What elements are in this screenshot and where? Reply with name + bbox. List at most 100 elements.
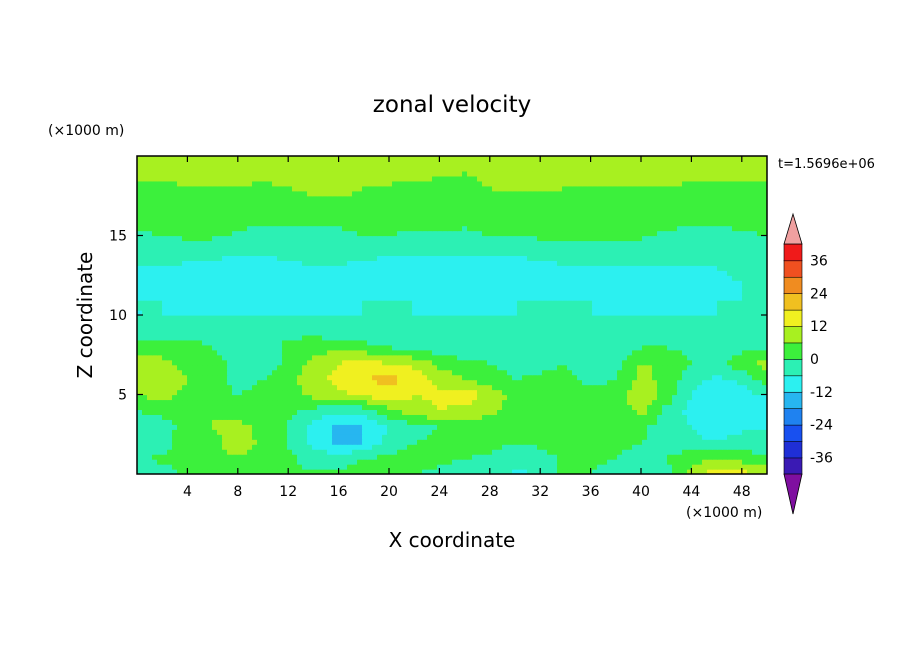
contour-cell (307, 359, 313, 366)
contour-cell (432, 290, 438, 296)
contour-cell (747, 454, 753, 460)
contour-cell (222, 439, 228, 445)
contour-cell (167, 315, 173, 321)
contour-cell (687, 319, 693, 326)
contour-cell (207, 369, 213, 376)
contour-cell (502, 315, 508, 321)
contour-cell (247, 404, 253, 411)
contour-cell (662, 290, 668, 296)
contour-cell (732, 464, 738, 470)
contour-cell (267, 394, 273, 401)
contour-cell (352, 344, 358, 351)
contour-cell (527, 414, 533, 420)
contour-cell (542, 429, 548, 435)
contour-cell (522, 300, 528, 306)
contour-cell (542, 449, 548, 455)
contour-cell (302, 319, 308, 326)
contour-cell (562, 334, 568, 341)
contour-cell (657, 404, 663, 411)
contour-cell (512, 329, 518, 336)
contour-cell (502, 454, 508, 460)
contour-cell (477, 315, 483, 321)
contour-cell (237, 310, 243, 316)
contour-cell (732, 334, 738, 341)
contour-cell (192, 434, 198, 440)
contour-cell (222, 354, 228, 361)
contour-cell (452, 459, 458, 465)
contour-cell (437, 389, 443, 396)
contour-cell (667, 389, 673, 396)
contour-cell (452, 454, 458, 460)
contour-cell (427, 324, 433, 331)
contour-cell (602, 434, 608, 440)
contour-cell (502, 305, 508, 311)
contour-cell (677, 459, 683, 465)
contour-cell (362, 464, 368, 470)
contour-cell (582, 315, 588, 321)
contour-cell (757, 359, 763, 366)
contour-cell (242, 424, 248, 430)
contour-cell (427, 384, 433, 391)
contour-cell (702, 444, 708, 450)
contour-cell (667, 459, 673, 465)
contour-cell (467, 409, 473, 415)
contour-cell (392, 429, 398, 435)
contour-cell (142, 379, 148, 386)
contour-cell (482, 444, 488, 450)
contour-cell (437, 275, 443, 281)
contour-cell (257, 389, 263, 396)
contour-cell (292, 369, 298, 376)
contour-cell (712, 409, 718, 415)
contour-cell (527, 285, 533, 291)
contour-cell (472, 379, 478, 386)
contour-cell (692, 295, 698, 301)
contour-cell (762, 384, 767, 391)
contour-cell (137, 344, 143, 351)
contour-cell (462, 469, 468, 474)
contour-cell (432, 315, 438, 321)
contour-cell (727, 344, 733, 351)
contour-cell (422, 409, 428, 415)
contour-cell (752, 414, 758, 420)
contour-cell (212, 329, 218, 336)
contour-cell (162, 384, 168, 391)
contour-cell (677, 305, 683, 311)
contour-cell (397, 344, 403, 351)
contour-cell (687, 404, 693, 411)
contour-cell (267, 285, 273, 291)
contour-cell (607, 354, 613, 361)
contour-cell (477, 469, 483, 474)
contour-cell (232, 310, 238, 316)
contour-cell (482, 369, 488, 376)
contour-cell (362, 334, 368, 341)
contour-cell (652, 424, 658, 430)
contour-cell (757, 449, 763, 455)
contour-cell (672, 414, 678, 420)
contour-cell (622, 454, 628, 460)
contour-cell (702, 429, 708, 435)
contour-cell (617, 459, 623, 465)
contour-cell (352, 374, 358, 381)
contour-cell (437, 444, 443, 450)
contour-cell (407, 384, 413, 391)
contour-cell (142, 315, 148, 321)
contour-cell (502, 399, 508, 406)
contour-cell (657, 439, 663, 445)
contour-cell (252, 449, 258, 455)
contour-cell (472, 424, 478, 430)
contour-cell (332, 364, 338, 371)
contour-cell (297, 399, 303, 406)
contour-cell (142, 280, 148, 286)
contour-cell (547, 399, 553, 406)
contour-cell (252, 429, 258, 435)
contour-cell (447, 310, 453, 316)
contour-cell (427, 339, 433, 346)
contour-cell (507, 369, 513, 376)
contour-cell (447, 319, 453, 326)
contour-cell (732, 419, 738, 425)
contour-cell (532, 334, 538, 341)
contour-cell (662, 344, 668, 351)
contour-cell (637, 344, 643, 351)
contour-cell (662, 459, 668, 465)
contour-cell (477, 404, 483, 411)
